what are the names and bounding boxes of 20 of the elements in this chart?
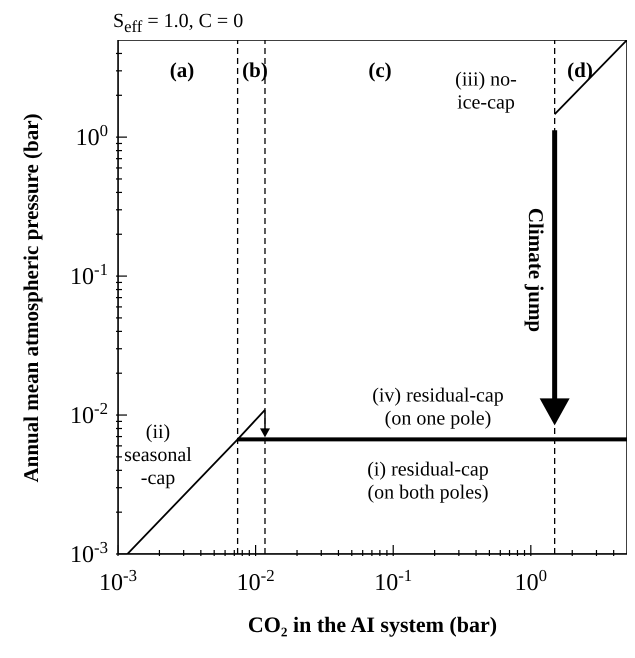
x-tick-label: 10$^{-1}$ bbox=[374, 566, 412, 596]
annotation: Climate jump bbox=[524, 208, 548, 332]
x-tick-label: 10$^{0}$ bbox=[514, 566, 548, 596]
annotation: (iii) no- ice-cap bbox=[455, 68, 517, 114]
annotation: (a) bbox=[170, 58, 194, 82]
x-tick-label: 10$^{-2}$ bbox=[236, 566, 275, 596]
x-axis-title: CO₂ in the AI system (bar) bbox=[248, 612, 498, 637]
annotation: (c) bbox=[368, 58, 392, 82]
x-tick-label: 10$^{-3}$ bbox=[99, 566, 137, 596]
y-tick-label: 10$^{0}$ bbox=[76, 120, 108, 152]
annotation: (ii) seasonal -cap bbox=[124, 421, 192, 489]
y-tick-label: 10$^{-1}$ bbox=[70, 260, 108, 290]
annotation: (iv) residual-cap (on one pole) bbox=[372, 384, 504, 430]
annotation: (b) bbox=[242, 58, 268, 82]
y-tick-label: 10$^{-2}$ bbox=[70, 398, 108, 430]
annotation: (d) bbox=[567, 58, 593, 82]
y-axis-title: Annual mean atmospheric pressure (bar) bbox=[19, 113, 43, 483]
chart-title: S$_{eff}$ = 1.0, C = 0 bbox=[113, 9, 244, 38]
y-tick-label: 10$^{-3}$ bbox=[70, 538, 108, 568]
annotation: (i) residual-cap (on both poles) bbox=[367, 458, 489, 504]
